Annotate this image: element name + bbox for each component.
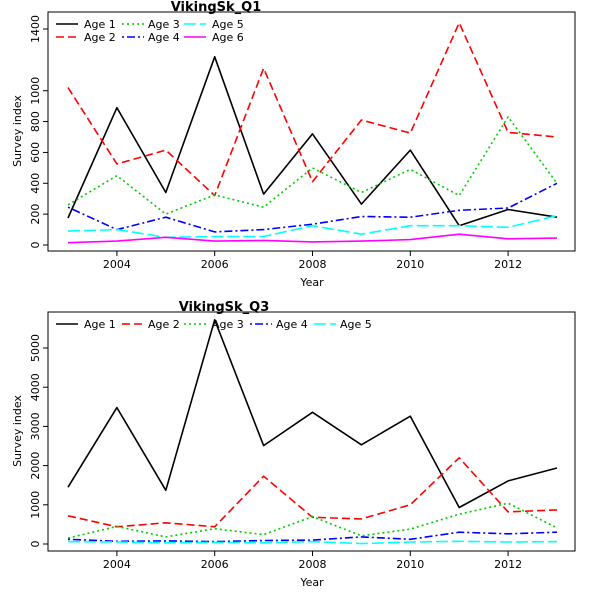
legend-label: Age 2 xyxy=(148,318,180,331)
y-tick-label: 400 xyxy=(29,173,42,194)
legend-label: Age 2 xyxy=(84,31,116,44)
x-tick-label: 2012 xyxy=(494,258,522,271)
series-line-1 xyxy=(67,55,558,227)
y-tick-label: 800 xyxy=(29,111,42,132)
chart-panel-q3: VikingSk_Q3 Year Survey index 2004 2006 20… xyxy=(11,300,576,589)
series-line-5 xyxy=(67,214,558,239)
x-tick-label: 2006 xyxy=(201,558,229,571)
plot-frame xyxy=(47,311,576,552)
y-tick-label: 1000 xyxy=(29,77,42,105)
series-line-1 xyxy=(67,318,558,509)
chart-panel-q1: VikingSk_Q1 Year Survey index 2004 2006 20… xyxy=(11,0,576,289)
y-tick-label: 3000 xyxy=(29,412,42,440)
y-axis-label: Survey index xyxy=(11,95,24,167)
x-tick-label: 2008 xyxy=(299,258,327,271)
x-tick-label: 2012 xyxy=(494,558,522,571)
legend-label: Age 4 xyxy=(148,31,180,44)
y-tick-label: 1000 xyxy=(29,491,42,519)
chart-title: VikingSk_Q1 xyxy=(171,0,262,15)
legend-label: Age 1 xyxy=(84,18,116,31)
y-axis-label: Survey index xyxy=(11,395,24,467)
x-tick-label: 2004 xyxy=(103,558,131,571)
x-axis-label: Year xyxy=(299,576,324,589)
series-line-4 xyxy=(67,531,558,543)
series-line-3 xyxy=(67,502,558,539)
y-tick-label: 600 xyxy=(29,142,42,163)
series-line-2 xyxy=(67,21,558,197)
legend-label: Age 5 xyxy=(340,318,372,331)
plot-area: 2004 2006 2008 2010 2012 0 1000 2000 3000 4000 500… xyxy=(29,311,576,571)
series-line-5 xyxy=(67,540,558,545)
x-tick-label: 2006 xyxy=(201,258,229,271)
plot-area: 2004 2006 2008 2010 2012 0 200 400 600 800 1000 140… xyxy=(29,11,576,271)
legend-label: Age 6 xyxy=(212,31,244,44)
series-line-3 xyxy=(67,116,558,215)
x-tick-label: 2010 xyxy=(396,558,424,571)
plot-frame xyxy=(47,11,576,252)
legend-label: Age 1 xyxy=(84,318,116,331)
legend-label: Age 4 xyxy=(276,318,308,331)
y-tick-label: 0 xyxy=(29,242,42,249)
y-tick-label: 0 xyxy=(29,541,42,548)
y-tick-label: 1400 xyxy=(29,15,42,43)
x-axis-label: Year xyxy=(299,276,324,289)
legend: Age 1 Age 2 Age 3 Age 4 Age 5 xyxy=(56,318,372,331)
legend-label: Age 3 xyxy=(148,18,180,31)
chart-title: VikingSk_Q3 xyxy=(179,300,270,315)
x-tick-label: 2008 xyxy=(299,558,327,571)
y-tick-label: 5000 xyxy=(29,334,42,362)
y-tick-label: 2000 xyxy=(29,452,42,480)
legend-label: Age 3 xyxy=(212,318,244,331)
x-tick-label: 2004 xyxy=(103,258,131,271)
series-line-6 xyxy=(67,233,558,244)
series-line-4 xyxy=(67,182,558,233)
x-tick-label: 2010 xyxy=(396,258,424,271)
y-tick-label: 200 xyxy=(29,204,42,225)
legend-label: Age 5 xyxy=(212,18,244,31)
y-tick-label: 4000 xyxy=(29,373,42,401)
